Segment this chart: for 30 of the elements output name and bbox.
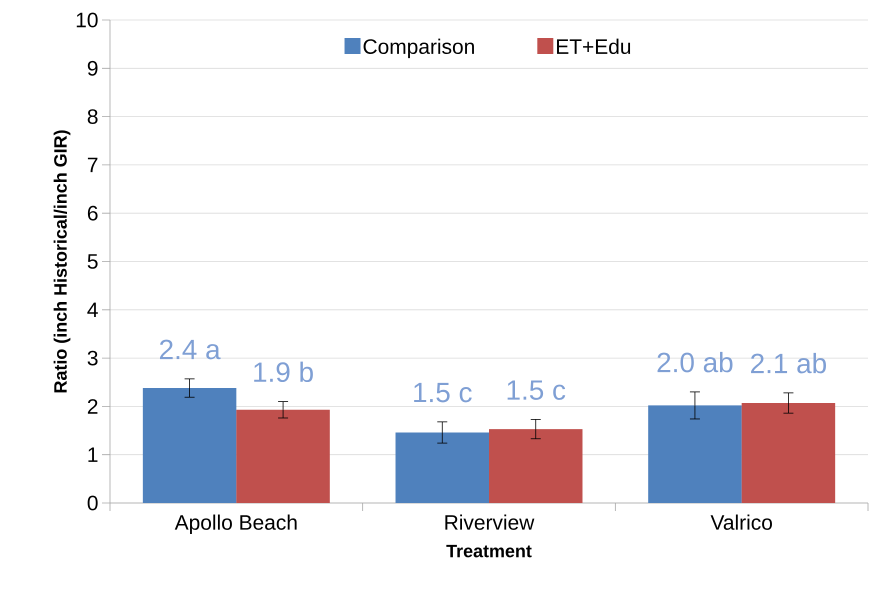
data-label: 1.5 c [414,382,472,402]
bar [742,403,836,503]
bar [648,405,742,503]
x-tick-label: Valrico [710,514,772,530]
y-tick-label: 9 [88,60,98,76]
y-tick-label: 7 [88,158,98,172]
bar [142,388,236,503]
data-label: 1.9 b [254,362,313,382]
y-tick-label: 1 [88,448,98,462]
x-axis-title: Treatment [446,544,532,558]
y-tick-label: 2 [88,399,98,414]
y-tick-label: 3 [88,350,98,366]
data-label: 2.4 a [160,340,221,360]
y-axis-title: Ratio (inch Historical/inch GIR) [54,130,70,392]
x-tick-label: Riverview [445,514,534,530]
bar [489,429,582,503]
y-tick-label: 0 [88,496,98,510]
data-label: 2.0 ab [658,352,733,372]
y-tick-label: 5 [88,254,98,269]
y-tick-label: 8 [88,109,98,124]
legend-label: Comparison [364,38,474,58]
x-tick-label: Apollo Beach [174,514,297,534]
y-tick-label: 6 [88,206,98,221]
data-label: 2.1 ab [751,352,826,374]
data-label: 1.5 c [508,380,566,400]
bar [396,432,490,503]
bar [236,410,330,503]
y-tick-label: 4 [87,302,98,317]
y-tick-label: 10 [76,12,98,28]
legend-label: ET+Edu [557,38,630,54]
